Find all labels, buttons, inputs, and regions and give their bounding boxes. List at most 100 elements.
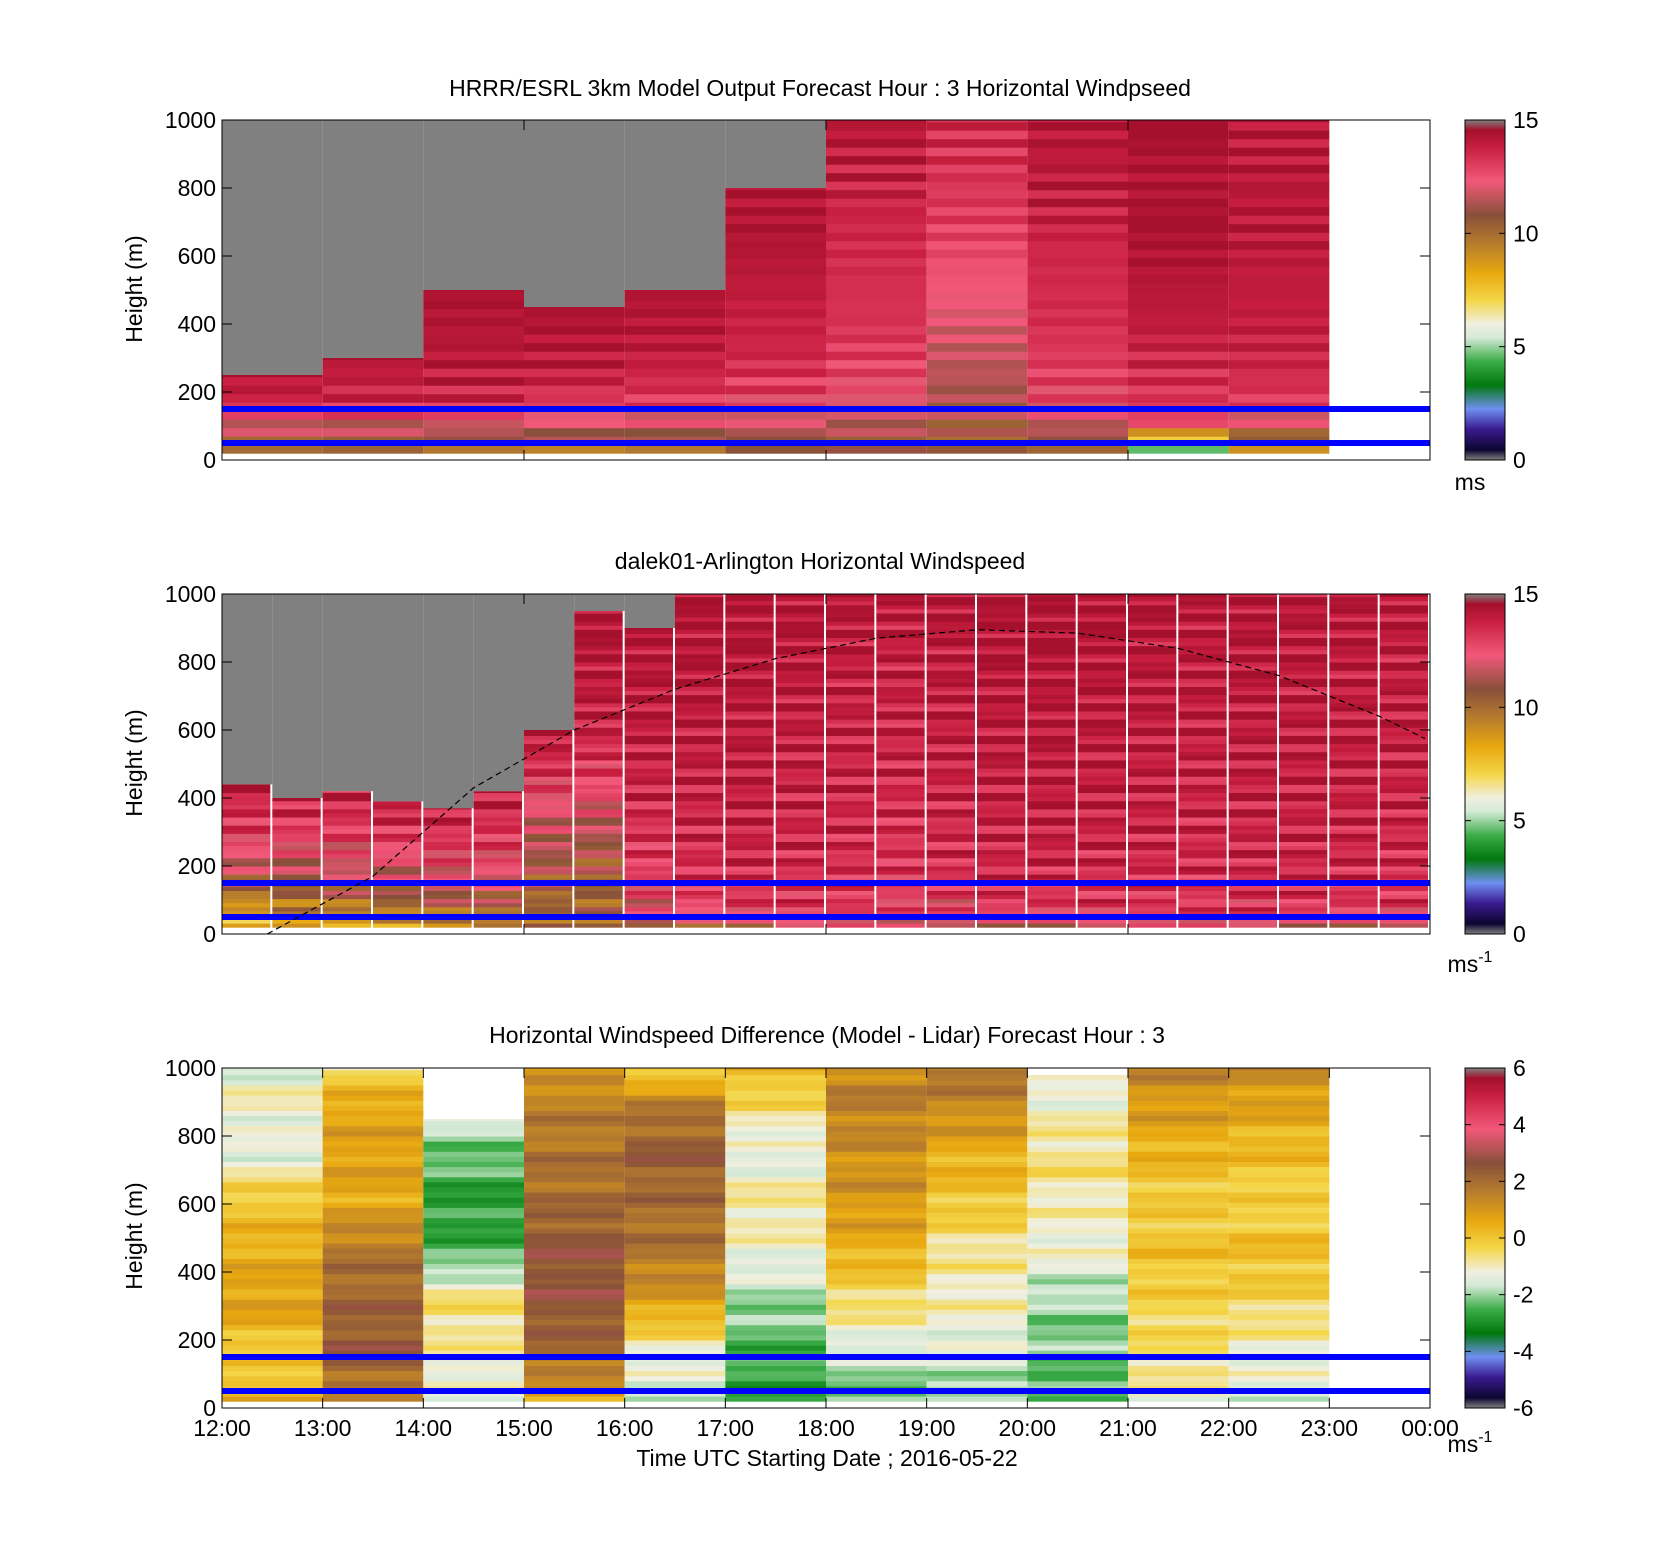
heatmap-cell: [1379, 702, 1428, 708]
heatmap-cell: [423, 1273, 524, 1280]
y-tick-label: 200: [178, 853, 216, 879]
heatmap-cell: [926, 291, 1028, 301]
heatmap-cell: [222, 1166, 323, 1173]
heatmap-cell: [1027, 1222, 1128, 1229]
heatmap-cell: [473, 821, 522, 826]
heatmap-cell: [222, 1329, 323, 1336]
heatmap-cell: [1178, 666, 1227, 671]
heatmap-cell: [826, 376, 927, 386]
heatmap-cell: [977, 690, 1026, 696]
heatmap-cell: [826, 666, 875, 671]
heatmap-cell: [624, 1243, 726, 1249]
heatmap-cell: [675, 894, 724, 900]
heatmap-cell: [574, 845, 623, 851]
heatmap-cell: [1077, 768, 1126, 773]
heatmap-cell: [1228, 1100, 1330, 1106]
heatmap-cell: [1178, 910, 1227, 916]
heatmap-cell: [1228, 257, 1330, 267]
colorbar-tick-label: 4: [1513, 1112, 1526, 1138]
heatmap-cell: [1027, 1309, 1128, 1315]
heatmap-cell: [524, 1100, 625, 1106]
heatmap-cell: [926, 325, 1028, 335]
heatmap-cell: [675, 710, 724, 716]
heatmap-cell: [1379, 837, 1428, 843]
heatmap-cell: [574, 694, 623, 700]
heatmap-cell: [1329, 690, 1378, 696]
heatmap-cell: [1178, 919, 1227, 924]
heatmap-cell: [926, 1268, 1028, 1275]
heatmap-cell: [926, 1289, 1028, 1295]
heatmap-cell: [1077, 613, 1126, 618]
panel-2-ylabel: Height (m): [121, 709, 147, 816]
heatmap-cell: [222, 1365, 323, 1372]
heatmap-cell: [775, 666, 824, 671]
heatmap-cell: [725, 1222, 826, 1229]
heatmap-cell: [423, 376, 524, 386]
heatmap-cell: [624, 845, 673, 851]
heatmap-cell: [826, 240, 927, 250]
heatmap-cell: [423, 919, 472, 924]
heatmap-cell: [775, 784, 824, 789]
panel-2-heatmap-cells: [222, 594, 1430, 935]
heatmap-cell: [373, 870, 422, 875]
heatmap-cell: [826, 861, 875, 867]
heatmap-cell: [624, 1248, 726, 1254]
heatmap-cell: [1228, 1304, 1330, 1310]
heatmap-cell: [675, 919, 724, 924]
heatmap-cell: [826, 334, 927, 344]
heatmap-cell: [524, 393, 625, 403]
heatmap-cell: [977, 633, 1026, 639]
heatmap-cell: [624, 649, 673, 655]
heatmap-cell: [222, 1263, 323, 1270]
heatmap-cell: [926, 870, 975, 875]
heatmap-cell: [826, 825, 875, 830]
heatmap-cell: [876, 759, 925, 765]
heatmap-cell: [675, 841, 724, 847]
heatmap-cell: [423, 1176, 524, 1183]
heatmap-cell: [1178, 845, 1227, 851]
heatmap-cell: [1027, 837, 1076, 843]
heatmap-cell: [1379, 670, 1428, 675]
heatmap-cell: [1228, 1141, 1330, 1147]
heatmap-cell: [222, 1222, 323, 1229]
heatmap-cell: [524, 1207, 625, 1213]
heatmap-cell: [725, 1278, 826, 1285]
heatmap-cell: [725, 821, 774, 826]
heatmap-cell: [1228, 1069, 1330, 1076]
heatmap-cell: [725, 274, 826, 284]
heatmap-cell: [826, 788, 875, 794]
heatmap-cell: [1077, 808, 1126, 814]
heatmap-cell: [1077, 764, 1126, 769]
heatmap-cell: [775, 633, 824, 639]
heatmap-cell: [1228, 1171, 1330, 1178]
heatmap-cell: [1279, 641, 1328, 647]
heatmap-cell: [574, 678, 623, 683]
heatmap-cell: [826, 215, 927, 225]
heatmap-cell: [926, 1314, 1028, 1321]
heatmap-cell: [977, 866, 1026, 871]
heatmap-cell: [775, 719, 824, 724]
heatmap-cell: [1128, 604, 1177, 610]
heatmap-cell: [675, 674, 724, 679]
heatmap-cell: [624, 1207, 726, 1213]
heatmap-cell: [1027, 792, 1076, 798]
heatmap-cell: [826, 1207, 927, 1213]
heatmap-cell: [524, 784, 573, 789]
heatmap-cell: [775, 621, 824, 626]
heatmap-cell: [1077, 759, 1126, 765]
heatmap-cell: [222, 1192, 323, 1198]
heatmap-cell: [1027, 919, 1076, 924]
heatmap-cell: [574, 674, 623, 679]
heatmap-cell: [775, 641, 824, 647]
x-tick-label: 16:00: [596, 1415, 654, 1441]
heatmap-cell: [926, 1365, 1028, 1372]
heatmap-cell: [624, 1130, 726, 1137]
heatmap-cell: [524, 906, 573, 912]
heatmap-cell: [624, 1105, 726, 1111]
heatmap-cell: [423, 1365, 524, 1372]
heatmap-cell: [1128, 653, 1177, 659]
heatmap-cell: [1128, 1314, 1229, 1321]
heatmap-cell: [1027, 874, 1076, 879]
heatmap-cell: [574, 611, 623, 614]
